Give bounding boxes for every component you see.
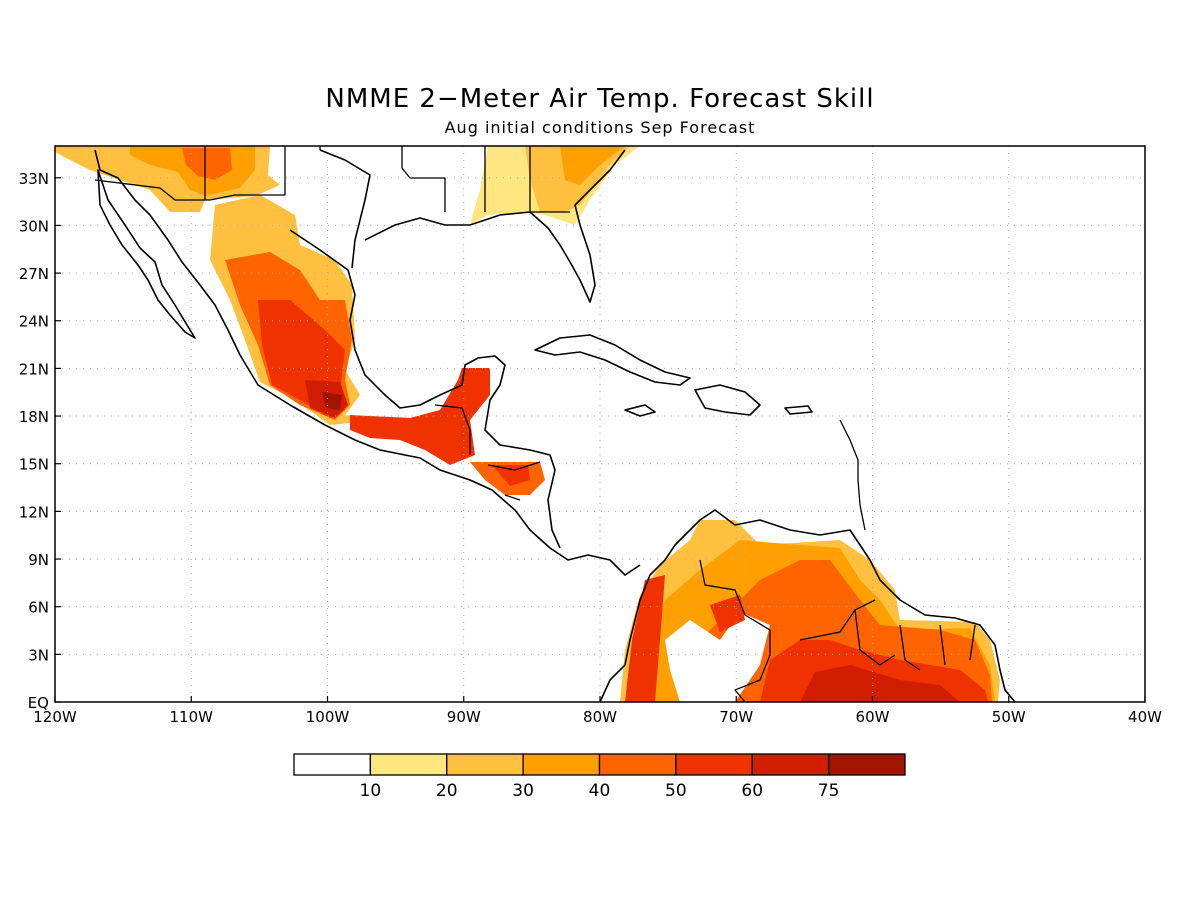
lon-tick-label: 120W [33,708,77,726]
skill-area-sa-max [800,665,960,702]
colorbar-label: 40 [589,781,611,801]
colorbar-swatch [675,753,753,776]
baja-california-coast [97,169,196,339]
colorbar-label: 20 [436,781,458,801]
skill-area-colombia-west [625,575,665,702]
gulf-of-mexico-coast [289,229,561,549]
us-gulf-coast [364,149,626,303]
lat-tick-label: 6N [28,599,49,617]
colorbar-swatch [293,753,372,776]
colorbar-label: 50 [665,781,687,801]
colorbar-label: 10 [360,781,382,801]
lat-tick-label: 18N [19,408,49,426]
map-subtitle: Aug initial conditions Sep Forecast [444,118,756,137]
lat-tick-label: EQ [28,694,49,712]
lat-tick-label: 21N [19,360,49,378]
us-mexico-border [94,146,570,213]
lat-tick-label: 33N [19,170,49,188]
south-america-coast [599,509,1016,702]
lat-tick-label: 3N [28,646,49,664]
skill-area-colombia-low [665,612,770,702]
hispaniola-coast [694,384,761,416]
lat-tick-label: 30N [19,217,49,235]
colorbar-swatch [369,753,448,776]
mexico-pacific-coast [94,149,641,576]
lon-tick-label: 70W [719,708,753,726]
colorbar-swatch [827,753,906,776]
texas-gulf-coast [319,149,371,269]
lat-tick-label: 15N [19,456,49,474]
lat-tick-label: 9N [28,551,49,569]
colorbar-swatch [598,753,677,776]
jamaica-coast [624,404,656,417]
colorbar: 10 20 30 40 50 60 75 [293,753,906,801]
skill-area-sw-us-hot [182,148,232,180]
skill-area-honduras-core [492,465,530,486]
south-america-borders [699,559,976,702]
colorbar-swatch [751,753,830,776]
lat-tick-label: 12N [19,503,49,521]
colorbar-label: 30 [512,781,534,801]
lon-tick-label: 90W [447,708,481,726]
colorbar-label: 60 [741,781,763,801]
colorbar-swatch [522,753,601,776]
lon-tick-label: 80W [583,708,617,726]
puerto-rico-coast [784,405,813,415]
map-axes: 120W 110W 100W 90W 80W 70W 60W 50W 40W EQ 3N 6N 9N 12… [19,170,1162,726]
map-title: NMME 2−Meter Air Temp. Forecast Skill [325,84,875,114]
cuba-coast [534,334,691,386]
skill-shading [55,146,1000,702]
lon-tick-label: 40W [1128,708,1162,726]
lon-tick-label: 60W [856,708,890,726]
skill-area-se-us-hot [560,146,625,185]
lat-tick-label: 24N [19,313,49,331]
lon-tick-label: 110W [170,708,214,726]
lon-tick-label: 50W [992,708,1026,726]
colorbar-label: 75 [818,781,840,801]
lat-tick-label: 27N [19,265,49,283]
lesser-antilles [839,419,866,531]
colorbar-swatch [446,753,524,776]
lon-tick-label: 100W [306,708,350,726]
coastlines [94,146,1016,702]
central-america-borders [434,404,541,501]
